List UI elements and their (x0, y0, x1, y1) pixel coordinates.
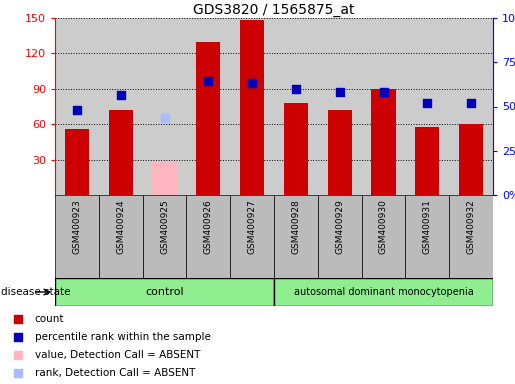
Point (292, 86, 300, 92)
Text: value, Detection Call = ABSENT: value, Detection Call = ABSENT (35, 350, 200, 360)
Bar (230, 195, 274, 278)
Point (160, 115, 168, 121)
Bar (371, 89, 396, 195)
Text: GSM400930: GSM400930 (379, 199, 388, 254)
Point (423, 100, 432, 106)
Bar (196, 41, 220, 195)
Bar (152, 162, 177, 195)
Point (248, 80, 256, 86)
Bar (143, 195, 186, 278)
Point (204, 78, 212, 84)
Text: percentile rank within the sample: percentile rank within the sample (35, 332, 211, 342)
Bar (55, 195, 99, 278)
Text: GSM400929: GSM400929 (335, 199, 344, 254)
Bar (274, 195, 318, 278)
Text: rank, Detection Call = ABSENT: rank, Detection Call = ABSENT (35, 368, 195, 378)
Bar (318, 195, 362, 278)
Text: GSM400927: GSM400927 (248, 199, 256, 254)
Bar (240, 20, 264, 195)
Point (467, 100, 475, 106)
Bar (186, 195, 230, 278)
Point (14, 370, 22, 376)
Text: GSM400925: GSM400925 (160, 199, 169, 254)
Bar (328, 110, 352, 195)
Point (14, 352, 22, 358)
Bar (99, 195, 143, 278)
Bar (109, 110, 133, 195)
Text: autosomal dominant monocytopenia: autosomal dominant monocytopenia (294, 287, 473, 297)
Text: control: control (145, 287, 184, 297)
Point (336, 89, 344, 95)
Text: GSM400932: GSM400932 (467, 199, 475, 254)
Text: GSM400923: GSM400923 (73, 199, 81, 254)
Point (116, 92, 125, 98)
Text: GSM400928: GSM400928 (291, 199, 300, 254)
Bar (284, 103, 308, 195)
Bar (459, 124, 483, 195)
Text: GSM400931: GSM400931 (423, 199, 432, 254)
Text: GSM400924: GSM400924 (116, 199, 125, 254)
Title: GDS3820 / 1565875_at: GDS3820 / 1565875_at (193, 3, 355, 17)
Bar (405, 195, 449, 278)
Text: disease state: disease state (1, 287, 71, 297)
Point (73, 107, 81, 113)
Bar (362, 195, 405, 278)
Text: GSM400926: GSM400926 (204, 199, 213, 254)
Bar (65, 129, 89, 195)
Point (14, 334, 22, 340)
Bar (55, 278, 274, 306)
Point (14, 316, 22, 322)
Bar (415, 127, 439, 195)
Bar (274, 278, 493, 306)
Bar (449, 195, 493, 278)
Point (380, 89, 388, 95)
Text: count: count (35, 314, 64, 324)
